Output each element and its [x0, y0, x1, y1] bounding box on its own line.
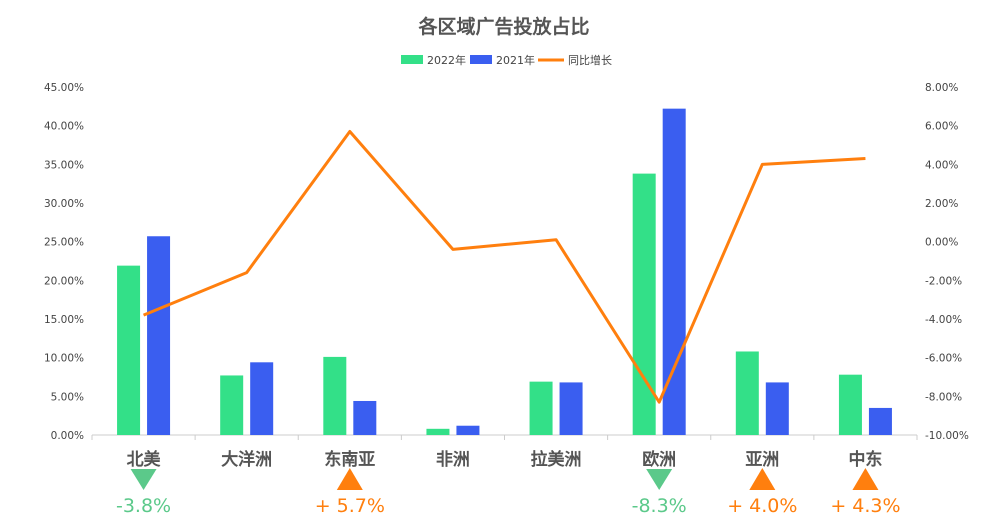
growth-label: + 5.7%: [315, 495, 385, 517]
bar-2022: [838, 374, 862, 435]
category-label: 拉美洲: [531, 449, 582, 470]
left-axis-tick-label: 45.00%: [44, 82, 84, 94]
bar-2022: [529, 381, 553, 435]
category-label: 非洲: [436, 449, 470, 470]
up-arrow-icon: [336, 468, 363, 490]
left-axis-tick-label: 40.00%: [44, 121, 84, 133]
bar-2021: [250, 362, 274, 435]
category-label: 中东: [848, 449, 882, 470]
right-axis-tick-label: 8.00%: [925, 82, 958, 94]
left-axis-tick-label: 15.00%: [44, 314, 84, 326]
bar-2022: [426, 428, 450, 435]
bar-2022: [323, 356, 347, 435]
category-label: 大洋洲: [221, 449, 272, 470]
right-axis-tick-label: 0.00%: [925, 237, 958, 249]
category-label: 东南亚: [324, 449, 375, 470]
right-axis-tick-label: -2.00%: [925, 275, 962, 287]
left-axis-tick-label: 25.00%: [44, 237, 84, 249]
growth-label: + 4.0%: [727, 495, 797, 517]
growth-label: + 4.3%: [830, 495, 900, 517]
bars: [117, 108, 892, 436]
bar-2021: [868, 407, 892, 435]
legend-label: 同比增长: [568, 53, 612, 67]
legend-label: 2021年: [496, 53, 535, 67]
bar-2021: [353, 400, 377, 435]
right-axis-tick-label: -6.00%: [925, 353, 962, 365]
legend-swatch: [470, 55, 492, 64]
right-axis-tick-label: -4.00%: [925, 314, 962, 326]
growth-line-path: [142, 129, 866, 404]
down-arrow-icon: [130, 469, 157, 490]
left-axis-tick-label: 10.00%: [44, 353, 84, 365]
legend: 2022年 2021年 同比增长: [401, 53, 612, 67]
bar-2022: [735, 351, 759, 435]
bar-2021: [765, 382, 789, 435]
bar-2022: [632, 173, 656, 435]
up-arrow-icon: [852, 468, 879, 490]
right-axis: -10.00% -8.00% -6.00% -4.00% -2.00% 0.00% 2.00…: [925, 82, 969, 442]
bar-2022: [220, 375, 244, 435]
category-label: 欧洲: [642, 449, 676, 470]
bar-2021: [456, 425, 480, 435]
growth-annotations: -3.8% + 5.7% -8.3% + 4.0% + 4.3%: [116, 468, 901, 517]
legend-swatch: [401, 55, 423, 64]
up-arrow-icon: [749, 468, 776, 490]
down-arrow-icon: [646, 469, 673, 490]
right-axis-tick-label: 4.00%: [925, 159, 958, 171]
growth-line: [142, 129, 866, 404]
chart-title: 各区域广告投放占比: [417, 15, 589, 38]
right-axis-tick-label: 6.00%: [925, 121, 958, 133]
legend-label: 2022年: [427, 53, 466, 67]
left-axis: 0.00% 5.00% 10.00% 15.00% 20.00% 25.00% 30.00%…: [44, 82, 84, 442]
growth-label: -8.3%: [632, 495, 687, 517]
bar-2021: [147, 236, 171, 435]
right-axis-tick-label: 2.00%: [925, 198, 958, 210]
right-axis-tick-label: -10.00%: [925, 430, 969, 442]
left-axis-tick-label: 5.00%: [51, 391, 84, 403]
growth-label: -3.8%: [116, 495, 171, 517]
category-labels: 北美 大洋洲 东南亚 非洲 拉美洲 欧洲 亚洲 中东: [127, 449, 883, 470]
left-axis-tick-label: 0.00%: [51, 430, 84, 442]
bar-2021: [559, 382, 583, 435]
bar-2022: [117, 265, 141, 435]
left-axis-tick-label: 20.00%: [44, 275, 84, 287]
right-axis-tick-label: -8.00%: [925, 391, 962, 403]
x-axis-ticks: [91, 435, 918, 440]
left-axis-tick-label: 35.00%: [44, 159, 84, 171]
category-label: 北美: [127, 449, 162, 470]
left-axis-tick-label: 30.00%: [44, 198, 84, 210]
category-label: 亚洲: [745, 450, 779, 470]
